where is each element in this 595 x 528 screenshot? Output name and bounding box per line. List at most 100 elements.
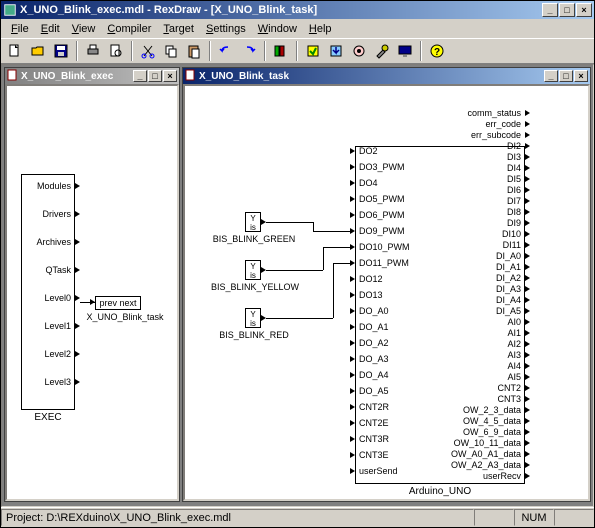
arduino-in-do_a1: DO_A1 <box>359 322 389 332</box>
menu-window[interactable]: Window <box>252 21 303 37</box>
minimize-button[interactable]: _ <box>542 3 558 17</box>
arduino-in-do13: DO13 <box>359 290 383 300</box>
exec-port-qtask: QTask <box>25 265 71 275</box>
arduino-out-userrecv: userRecv <box>437 471 521 481</box>
arduino-in-cnt2r: CNT2R <box>359 402 389 412</box>
status-num: NUM <box>514 509 554 526</box>
arduino-out-tri <box>525 121 530 127</box>
arduino-in-tri <box>350 340 355 346</box>
arduino-out-di_a3: DI_A3 <box>437 284 521 294</box>
bis-yellow-block[interactable]: Yis <box>245 260 261 280</box>
arduino-out-tri <box>525 473 530 479</box>
doc-icon <box>185 69 197 84</box>
arduino-out-tri <box>525 297 530 303</box>
child1-min[interactable]: _ <box>133 70 147 82</box>
copy-button[interactable] <box>160 41 182 62</box>
arduino-out-tri <box>525 319 530 325</box>
exec-port-level3: Level3 <box>25 377 71 387</box>
task-canvas[interactable]: Yis BIS_BLINK_GREEN Yis BIS_BLINK_YELLOW… <box>185 86 588 499</box>
arduino-out-di11: DI11 <box>437 240 521 250</box>
arduino-out-cnt2: CNT2 <box>437 383 521 393</box>
arduino-in-tri <box>350 404 355 410</box>
child2-min[interactable]: _ <box>544 70 558 82</box>
menu-help[interactable]: Help <box>303 21 338 37</box>
arduino-in-tri <box>350 212 355 218</box>
doc-icon <box>7 69 19 84</box>
exec-port-tri <box>75 239 80 245</box>
close-button[interactable]: × <box>576 3 592 17</box>
child2-max[interactable]: □ <box>559 70 573 82</box>
arduino-out-di_a1: DI_A1 <box>437 262 521 272</box>
tool-button[interactable] <box>371 41 393 62</box>
print-button[interactable] <box>82 41 104 62</box>
exec-port-level2: Level2 <box>25 349 71 359</box>
arduino-out-di10: DI10 <box>437 229 521 239</box>
exec-canvas[interactable]: ModulesDriversArchivesQTaskLevel0Level1L… <box>7 86 177 499</box>
bis-green-block[interactable]: Yis <box>245 212 261 232</box>
arduino-out-di_a2: DI_A2 <box>437 273 521 283</box>
arduino-out-tri <box>525 308 530 314</box>
menu-view[interactable]: View <box>66 21 102 37</box>
arduino-in-tri <box>350 468 355 474</box>
cut-button[interactable] <box>137 41 159 62</box>
menu-file[interactable]: File <box>5 21 35 37</box>
menu-compiler[interactable]: Compiler <box>101 21 157 37</box>
arduino-out-tri <box>525 231 530 237</box>
maximize-button[interactable]: □ <box>559 3 575 17</box>
menu-settings[interactable]: Settings <box>200 21 252 37</box>
child1-max[interactable]: □ <box>148 70 162 82</box>
redo-button[interactable] <box>238 41 260 62</box>
exec-port-level1: Level1 <box>25 321 71 331</box>
bis-red-block[interactable]: Yis <box>245 308 261 328</box>
new-button[interactable] <box>4 41 26 62</box>
prev-next-label: X_UNO_Blink_task <box>75 312 175 322</box>
exec-port-tri <box>75 379 80 385</box>
paste-button[interactable] <box>183 41 205 62</box>
bis-green-label: BIS_BLINK_GREEN <box>209 234 299 244</box>
monitor-button[interactable] <box>394 41 416 62</box>
arduino-out-tri <box>525 176 530 182</box>
menu-target[interactable]: Target <box>157 21 200 37</box>
arduino-out-di2: DI2 <box>437 141 521 151</box>
child2-titlebar[interactable]: X_UNO_Blink_task _ □ × <box>183 68 590 84</box>
save-button[interactable] <box>50 41 72 62</box>
undo-button[interactable] <box>215 41 237 62</box>
bis-red-label: BIS_BLINK_RED <box>213 330 295 340</box>
menu-edit[interactable]: Edit <box>35 21 66 37</box>
watch-button[interactable] <box>348 41 370 62</box>
arduino-out-di5: DI5 <box>437 174 521 184</box>
toolbar: ? <box>1 38 594 64</box>
arduino-in-tri <box>350 164 355 170</box>
help-button[interactable]: ? <box>426 41 448 62</box>
arduino-in-do2: DO2 <box>359 146 378 156</box>
child2-close[interactable]: × <box>574 70 588 82</box>
arduino-in-do9_pwm: DO9_PWM <box>359 226 405 236</box>
arduino-out-ow_10_11_data: OW_10_11_data <box>437 438 521 448</box>
compile-button[interactable] <box>302 41 324 62</box>
arduino-out-tri <box>525 209 530 215</box>
arduino-out-ai5: AI5 <box>437 372 521 382</box>
arduino-in-cnt2e: CNT2E <box>359 418 389 428</box>
preview-button[interactable] <box>105 41 127 62</box>
open-button[interactable] <box>27 41 49 62</box>
arduino-out-cnt3: CNT3 <box>437 394 521 404</box>
arduino-out-tri <box>525 286 530 292</box>
download-button[interactable] <box>325 41 347 62</box>
arduino-out-ow_4_5_data: OW_4_5_data <box>437 416 521 426</box>
child1-close[interactable]: × <box>163 70 177 82</box>
arduino-in-tri <box>350 452 355 458</box>
prev-next-block[interactable]: prev next <box>95 296 141 310</box>
arduino-out-ai4: AI4 <box>437 361 521 371</box>
arduino-in-do11_pwm: DO11_PWM <box>359 258 409 268</box>
arduino-out-di4: DI4 <box>437 163 521 173</box>
arduino-out-tri <box>525 396 530 402</box>
child1-titlebar[interactable]: X_UNO_Blink_exec _ □ × <box>5 68 179 84</box>
library-button[interactable] <box>270 41 292 62</box>
arduino-out-tri <box>525 275 530 281</box>
arduino-out-tri <box>525 330 530 336</box>
svg-text:?: ? <box>434 47 440 58</box>
exec-port-archives: Archives <box>25 237 71 247</box>
arduino-out-tri <box>525 407 530 413</box>
menubar: File Edit View Compiler Target Settings … <box>1 19 594 38</box>
arduino-out-tri <box>525 418 530 424</box>
